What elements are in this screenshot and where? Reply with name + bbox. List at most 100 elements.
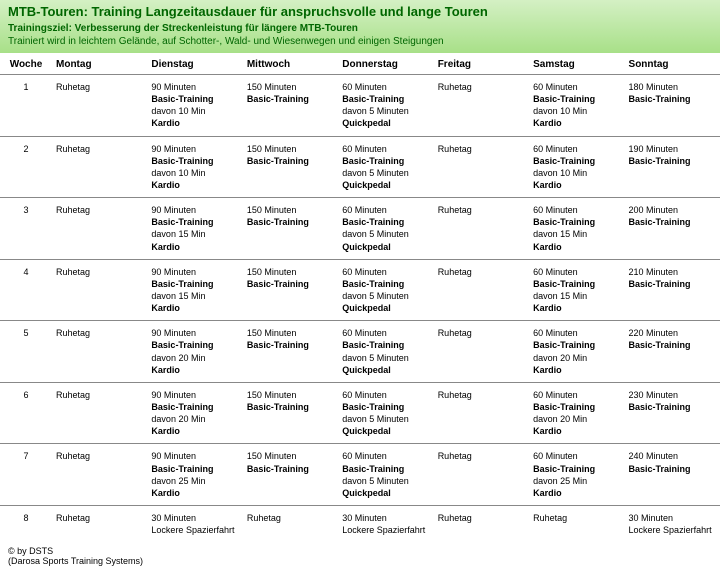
- day-cell: 150 MinutenBasic-Training: [243, 198, 338, 260]
- cell-line: 150 Minuten: [247, 389, 334, 401]
- cell-line: Basic-Training: [629, 463, 716, 475]
- cell-line: Basic-Training: [533, 401, 620, 413]
- day-cell: Ruhetag: [434, 505, 529, 542]
- cell-line: Basic-Training: [533, 155, 620, 167]
- cell-line: 150 Minuten: [247, 204, 334, 216]
- day-cell: 230 MinutenBasic-Training: [625, 382, 720, 444]
- cell-line: davon 5 Minuten: [342, 228, 429, 240]
- cell-line: Kardio: [151, 117, 238, 129]
- cell-line: Basic-Training: [247, 463, 334, 475]
- week-cell: 6: [0, 382, 52, 444]
- cell-line: 220 Minuten: [629, 327, 716, 339]
- cell-line: Ruhetag: [438, 389, 525, 401]
- cell-line: Basic-Training: [151, 216, 238, 228]
- cell-line: davon 20 Min: [151, 413, 238, 425]
- cell-line: 60 Minuten: [533, 450, 620, 462]
- cell-line: 90 Minuten: [151, 450, 238, 462]
- cell-line: 90 Minuten: [151, 81, 238, 93]
- day-cell: 150 MinutenBasic-Training: [243, 321, 338, 383]
- table-row: 4Ruhetag90 MinutenBasic-Trainingdavon 15…: [0, 259, 720, 321]
- cell-line: Basic-Training: [247, 93, 334, 105]
- table-row: 8Ruhetag30 MinutenLockere SpazierfahrtRu…: [0, 505, 720, 542]
- cell-line: Quickpedal: [342, 179, 429, 191]
- col-sat: Samstag: [529, 53, 624, 75]
- cell-line: davon 5 Minuten: [342, 475, 429, 487]
- day-cell: 210 MinutenBasic-Training: [625, 259, 720, 321]
- col-thu: Donnerstag: [338, 53, 433, 75]
- day-cell: 150 MinutenBasic-Training: [243, 259, 338, 321]
- cell-line: 30 Minuten: [151, 512, 238, 524]
- day-cell: 30 MinutenLockere Spazierfahrt: [338, 505, 433, 542]
- cell-line: Basic-Training: [533, 216, 620, 228]
- cell-line: 230 Minuten: [629, 389, 716, 401]
- cell-line: Kardio: [533, 425, 620, 437]
- cell-line: 210 Minuten: [629, 266, 716, 278]
- cell-line: Kardio: [533, 117, 620, 129]
- cell-line: 90 Minuten: [151, 266, 238, 278]
- cell-line: Kardio: [151, 487, 238, 499]
- week-cell: 5: [0, 321, 52, 383]
- cell-line: Basic-Training: [151, 155, 238, 167]
- cell-line: Basic-Training: [151, 93, 238, 105]
- cell-line: davon 10 Min: [151, 167, 238, 179]
- cell-line: 60 Minuten: [342, 327, 429, 339]
- day-cell: Ruhetag: [52, 382, 147, 444]
- cell-line: 60 Minuten: [533, 389, 620, 401]
- cell-line: davon 15 Min: [533, 228, 620, 240]
- cell-line: davon 5 Minuten: [342, 413, 429, 425]
- cell-line: Quickpedal: [342, 487, 429, 499]
- cell-line: Ruhetag: [438, 81, 525, 93]
- day-cell: Ruhetag: [52, 198, 147, 260]
- day-cell: Ruhetag: [52, 444, 147, 506]
- col-fri: Freitag: [434, 53, 529, 75]
- cell-line: 60 Minuten: [342, 204, 429, 216]
- day-cell: Ruhetag: [434, 444, 529, 506]
- cell-line: 150 Minuten: [247, 81, 334, 93]
- cell-line: 60 Minuten: [533, 266, 620, 278]
- cell-line: davon 10 Min: [151, 105, 238, 117]
- cell-line: davon 5 Minuten: [342, 167, 429, 179]
- cell-line: Kardio: [151, 302, 238, 314]
- cell-line: Ruhetag: [56, 450, 143, 462]
- day-cell: Ruhetag: [52, 259, 147, 321]
- cell-line: Basic-Training: [342, 93, 429, 105]
- cell-line: 90 Minuten: [151, 389, 238, 401]
- cell-line: 60 Minuten: [533, 81, 620, 93]
- day-cell: 60 MinutenBasic-Trainingdavon 5 MinutenQ…: [338, 259, 433, 321]
- day-cell: 60 MinutenBasic-Trainingdavon 5 MinutenQ…: [338, 444, 433, 506]
- cell-line: Basic-Training: [533, 278, 620, 290]
- cell-line: 60 Minuten: [342, 389, 429, 401]
- cell-line: Basic-Training: [629, 278, 716, 290]
- cell-line: Basic-Training: [151, 401, 238, 413]
- day-cell: 90 MinutenBasic-Trainingdavon 20 MinKard…: [147, 382, 242, 444]
- cell-line: Quickpedal: [342, 241, 429, 253]
- cell-line: Basic-Training: [247, 401, 334, 413]
- cell-line: Quickpedal: [342, 425, 429, 437]
- cell-line: Basic-Training: [342, 278, 429, 290]
- cell-line: davon 20 Min: [151, 352, 238, 364]
- table-row: 6Ruhetag90 MinutenBasic-Trainingdavon 20…: [0, 382, 720, 444]
- cell-line: 150 Minuten: [247, 266, 334, 278]
- cell-line: Basic-Training: [342, 463, 429, 475]
- day-cell: Ruhetag: [434, 382, 529, 444]
- cell-line: 150 Minuten: [247, 327, 334, 339]
- day-cell: Ruhetag: [52, 136, 147, 198]
- day-cell: 90 MinutenBasic-Trainingdavon 10 MinKard…: [147, 136, 242, 198]
- cell-line: Basic-Training: [629, 216, 716, 228]
- cell-line: davon 5 Minuten: [342, 105, 429, 117]
- day-cell: Ruhetag: [434, 75, 529, 137]
- table-row: 3Ruhetag90 MinutenBasic-Trainingdavon 15…: [0, 198, 720, 260]
- week-cell: 4: [0, 259, 52, 321]
- cell-line: Kardio: [151, 179, 238, 191]
- cell-line: Ruhetag: [56, 327, 143, 339]
- day-cell: Ruhetag: [52, 505, 147, 542]
- cell-line: davon 15 Min: [533, 290, 620, 302]
- day-cell: 60 MinutenBasic-Trainingdavon 5 MinutenQ…: [338, 321, 433, 383]
- day-cell: 240 MinutenBasic-Training: [625, 444, 720, 506]
- cell-line: Basic-Training: [247, 278, 334, 290]
- day-cell: Ruhetag: [52, 75, 147, 137]
- cell-line: Basic-Training: [629, 93, 716, 105]
- cell-line: Basic-Training: [247, 216, 334, 228]
- day-cell: 90 MinutenBasic-Trainingdavon 25 MinKard…: [147, 444, 242, 506]
- cell-line: 180 Minuten: [629, 81, 716, 93]
